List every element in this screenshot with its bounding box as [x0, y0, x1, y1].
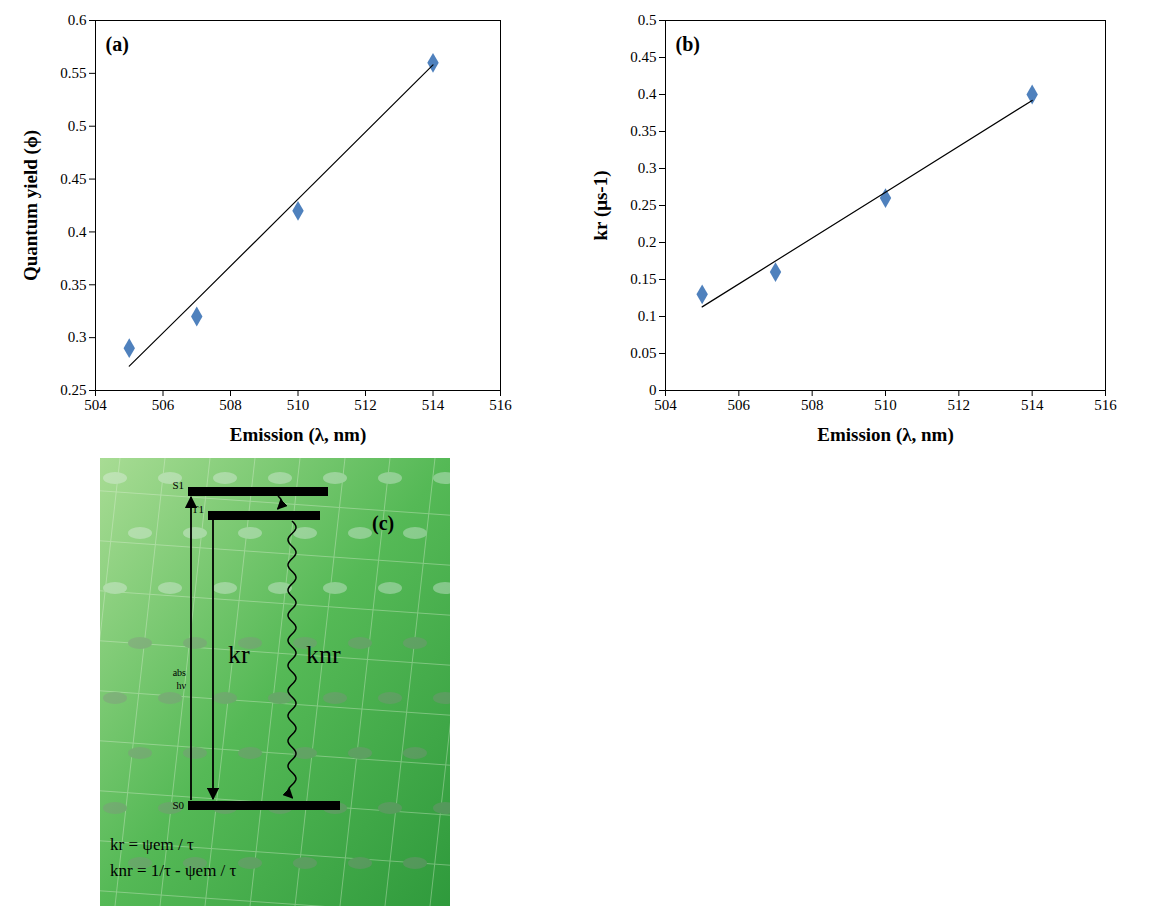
svg-text:512: 512: [354, 397, 377, 413]
svg-text:0.2: 0.2: [638, 234, 657, 250]
svg-text:0: 0: [649, 382, 657, 398]
svg-text:S0: S0: [172, 799, 184, 811]
svg-text:kr (μs-1): kr (μs-1): [590, 170, 612, 240]
svg-text:(c): (c): [372, 512, 394, 535]
svg-text:0.3: 0.3: [68, 329, 87, 345]
svg-text:0.45: 0.45: [630, 49, 656, 65]
svg-text:0.35: 0.35: [60, 277, 86, 293]
svg-text:0.6: 0.6: [68, 12, 87, 28]
svg-text:514: 514: [422, 397, 445, 413]
svg-text:0.15: 0.15: [630, 271, 656, 287]
svg-text:0.4: 0.4: [68, 224, 87, 240]
svg-text:504: 504: [654, 397, 677, 413]
svg-text:Emission (λ, nm): Emission (λ, nm): [230, 424, 367, 446]
svg-text:(b): (b): [676, 33, 700, 56]
svg-text:516: 516: [1094, 397, 1117, 413]
svg-text:S1: S1: [172, 479, 184, 491]
svg-text:knr: knr: [306, 640, 341, 669]
svg-text:506: 506: [152, 397, 175, 413]
svg-text:kr = ψem / τ: kr = ψem / τ: [110, 835, 194, 854]
svg-text:516: 516: [489, 397, 512, 413]
svg-text:508: 508: [219, 397, 242, 413]
svg-text:0.55: 0.55: [60, 65, 86, 81]
svg-text:510: 510: [287, 397, 310, 413]
svg-text:0.25: 0.25: [60, 382, 86, 398]
svg-text:504: 504: [84, 397, 107, 413]
svg-text:T1: T1: [192, 503, 204, 515]
svg-text:0.35: 0.35: [630, 123, 656, 139]
svg-text:510: 510: [874, 397, 897, 413]
svg-text:0.5: 0.5: [68, 118, 87, 134]
svg-text:kr: kr: [228, 640, 250, 669]
svg-text:0.45: 0.45: [60, 171, 86, 187]
svg-text:Quantum yield (ϕ): Quantum yield (ϕ): [20, 130, 42, 281]
svg-text:514: 514: [1021, 397, 1044, 413]
svg-text:0.4: 0.4: [638, 86, 657, 102]
svg-text:(a): (a): [106, 33, 129, 56]
svg-text:hν: hν: [176, 680, 186, 691]
svg-text:512: 512: [948, 397, 971, 413]
svg-text:knr = 1/τ - ψem / τ: knr = 1/τ - ψem / τ: [110, 861, 237, 880]
svg-text:0.1: 0.1: [638, 308, 657, 324]
svg-text:abs: abs: [173, 667, 186, 678]
svg-text:Emission (λ, nm): Emission (λ, nm): [817, 424, 954, 446]
svg-text:0.05: 0.05: [630, 345, 656, 361]
svg-text:508: 508: [801, 397, 824, 413]
svg-text:506: 506: [728, 397, 751, 413]
svg-text:0.3: 0.3: [638, 160, 657, 176]
svg-text:0.25: 0.25: [630, 197, 656, 213]
svg-text:0.5: 0.5: [638, 12, 657, 28]
